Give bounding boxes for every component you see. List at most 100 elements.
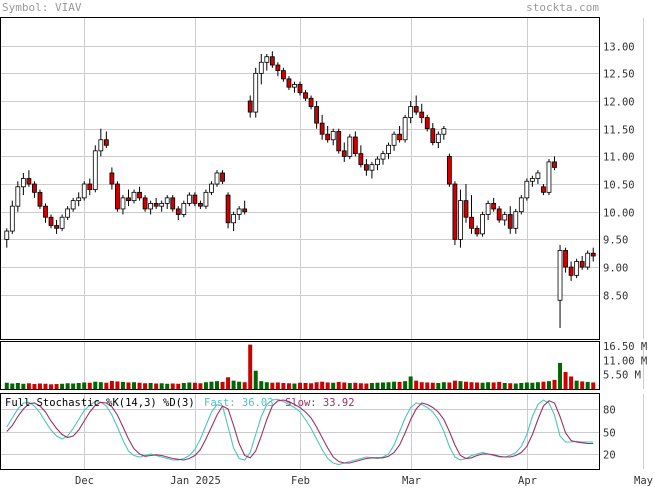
candle	[103, 131, 109, 149]
candle	[419, 103, 425, 124]
candle-body	[264, 56, 270, 63]
volume-bar	[253, 370, 258, 389]
volume-bar	[491, 382, 496, 389]
candle-body	[81, 183, 87, 199]
candle	[590, 247, 596, 262]
price-tick-label: 12.50	[603, 69, 635, 81]
candle	[358, 145, 364, 168]
candle-body	[535, 172, 541, 179]
candle-body	[65, 208, 71, 218]
candle	[502, 211, 508, 226]
candle	[413, 95, 419, 115]
volume-bar	[475, 382, 480, 389]
candle	[153, 197, 159, 209]
candle	[203, 189, 209, 209]
candle	[70, 197, 76, 212]
volume-bar	[347, 382, 352, 389]
candle-body	[463, 200, 469, 218]
candle-body	[131, 191, 137, 202]
candle-body	[397, 133, 402, 141]
volume-bar	[309, 383, 314, 389]
volume-bar	[148, 382, 153, 389]
candle	[452, 181, 458, 245]
volume-bar	[353, 382, 358, 389]
volume-bar	[109, 380, 114, 389]
candle	[430, 123, 436, 146]
fast-value-label: Fast: 36.03	[204, 397, 274, 409]
candle-body	[430, 128, 436, 143]
candle-body	[225, 194, 231, 224]
candle-body	[585, 252, 591, 268]
candle-body	[336, 131, 342, 152]
slow-value-label: Slow: 33.92	[285, 397, 355, 409]
candle-body	[529, 178, 535, 182]
volume-bar	[358, 383, 363, 389]
candle	[563, 247, 568, 273]
volume-bar	[242, 382, 247, 389]
volume-bar	[298, 382, 302, 389]
candle-body	[319, 122, 325, 135]
candle-body	[375, 158, 380, 166]
volume-bar	[281, 382, 286, 389]
candle-body	[120, 197, 126, 210]
candle-body	[92, 150, 98, 190]
candle-body	[330, 131, 336, 141]
candle	[469, 195, 474, 234]
volume-bar	[552, 379, 557, 389]
volume-bar	[463, 381, 468, 389]
volume-bar	[170, 383, 175, 389]
volume-bar	[364, 383, 369, 389]
candle-body	[325, 133, 331, 141]
candle	[198, 200, 203, 209]
candle	[109, 167, 115, 190]
volume-bar	[447, 382, 452, 389]
candle	[131, 189, 137, 204]
candle	[552, 156, 557, 171]
slow-stochastic-line	[6, 399, 594, 464]
candle-body	[214, 172, 220, 185]
candle	[81, 181, 87, 201]
candle-body	[518, 197, 524, 213]
candle	[541, 184, 546, 196]
candle	[336, 128, 342, 154]
volume-bar	[21, 383, 26, 389]
site-label: stockta.com	[526, 1, 599, 14]
candle-body	[258, 61, 264, 74]
candle	[269, 51, 275, 68]
volume-bar	[436, 382, 441, 389]
candle	[220, 170, 225, 185]
candle	[164, 195, 170, 209]
volume-bar	[513, 383, 518, 389]
candle	[568, 261, 574, 281]
volume-bar	[10, 383, 15, 389]
candle	[59, 214, 65, 232]
candle-body	[32, 183, 37, 193]
candle	[546, 159, 552, 196]
volume-bar	[430, 382, 435, 389]
volume-bar	[508, 383, 513, 389]
volume-bar	[375, 382, 380, 389]
volume-bars	[4, 344, 596, 389]
candle	[214, 170, 220, 187]
volume-bar	[569, 376, 574, 389]
candle	[386, 142, 391, 160]
x-tick-label: May	[634, 475, 653, 486]
candle-body	[563, 250, 568, 268]
candle	[181, 200, 187, 218]
candle-body	[4, 230, 10, 240]
candle	[170, 195, 176, 212]
volume-bar	[392, 381, 397, 389]
price-tick-label: 13.00	[603, 42, 635, 54]
candle	[98, 128, 104, 157]
volume-bar	[320, 381, 325, 389]
price-tick-label: 10.00	[603, 208, 635, 220]
candle-body	[231, 214, 236, 224]
candle-body	[380, 153, 386, 160]
candle-body	[413, 106, 419, 113]
volume-bar	[192, 382, 197, 389]
volume-bar	[270, 382, 275, 389]
candle	[242, 200, 248, 215]
candle-body	[386, 144, 391, 154]
candle	[330, 128, 336, 146]
